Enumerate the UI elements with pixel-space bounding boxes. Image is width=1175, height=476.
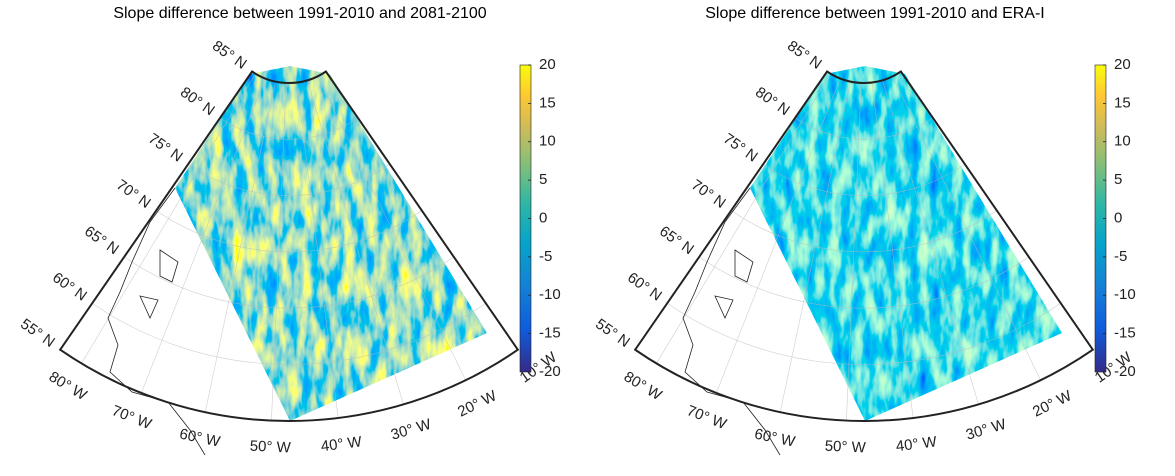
longitude-label: 20° W [1030,387,1075,421]
latitude-label: 85° N [209,37,250,73]
longitude-label: 40° W [895,433,939,455]
longitude-label: 80° W [46,368,91,404]
colorbar-tick-label: -15 [1114,325,1136,342]
graticule [846,82,862,421]
graticule [156,210,422,253]
latitude-label: 75° N [145,130,186,166]
longitude-label: 40° W [320,433,364,455]
graticule [762,163,966,196]
latitude-label: 85° N [784,37,825,73]
colorbar-tick-label: 15 [539,94,556,111]
colorbar-tick-label: 10 [539,133,556,150]
longitude-label: 50° W [824,438,867,457]
data-field [750,66,1062,421]
graticule [271,82,287,421]
graticule [296,82,339,419]
map-frame [633,70,1095,422]
longitude-label: 70° W [109,402,154,433]
longitude-label: 70° W [684,402,729,433]
longitude-label: 20° W [455,387,500,421]
data-field [175,66,487,421]
colorbar-tick-label: 5 [1114,171,1122,188]
colorbar-tick-label: -20 [539,363,561,380]
latitude-label: 75° N [720,130,761,166]
graticule [307,80,404,405]
colorbar-tick-label: 0 [539,209,547,226]
field-texture [175,66,487,421]
map-panel: Slope difference between 1991-2010 and E… [592,5,1135,456]
coastline [107,187,206,456]
panel-title: Slope difference between 1991-2010 and E… [705,5,1045,22]
graticule [124,256,454,309]
colorbar-tick-label: 20 [1114,56,1131,73]
colorbar-tick-label: -10 [1114,286,1136,303]
map-panel: Slope difference between 1991-2010 and 2… [17,5,560,456]
latitude-label: 65° N [656,223,697,259]
latitude-label: 80° N [752,84,793,120]
longitude-label: 50° W [249,438,292,457]
graticule [731,210,997,253]
colorbar-tick-label: -5 [1114,248,1127,265]
colorbar-tick-label: 10 [1114,133,1131,150]
field-texture [750,66,1062,421]
graticule [656,73,831,364]
colorbar-tick-label: 0 [1114,209,1122,226]
latitude-label: 55° N [592,315,633,351]
graticule [892,76,1041,381]
colorbar-tick-label: 15 [1114,94,1131,111]
colorbar-tick-label: -10 [539,286,561,303]
graticule [81,73,256,364]
graticule [187,163,391,196]
latitude-label: 60° N [624,269,665,305]
map-frame [58,70,520,422]
longitude-label: 80° W [621,368,666,404]
panel-title: Slope difference between 1991-2010 and 2… [113,5,486,22]
graticule [317,76,466,381]
graticule [882,80,979,405]
longitude-label: 30° W [389,416,434,444]
colorbar-tick-label: -20 [1114,363,1136,380]
graticule [141,78,266,394]
graticule [92,302,486,365]
graticule [871,82,914,419]
latitude-label: 70° N [113,176,154,212]
graticule [667,302,1061,365]
longitude-label: 30° W [964,416,1009,444]
graticule [716,78,841,394]
colorbar-tick-label: 20 [539,56,556,73]
latitude-label: 80° N [177,84,218,120]
graticule [779,81,851,413]
latitude-label: 55° N [17,315,58,351]
colorbar-tick-label: 5 [539,171,547,188]
latitude-label: 65° N [81,223,122,259]
latitude-label: 70° N [688,176,729,212]
colorbar-tick-label: -5 [539,248,552,265]
graticule [699,256,1029,309]
coastline [682,187,781,456]
graticule [204,81,276,413]
latitude-label: 60° N [49,269,90,305]
colorbar-tick-label: -15 [539,325,561,342]
